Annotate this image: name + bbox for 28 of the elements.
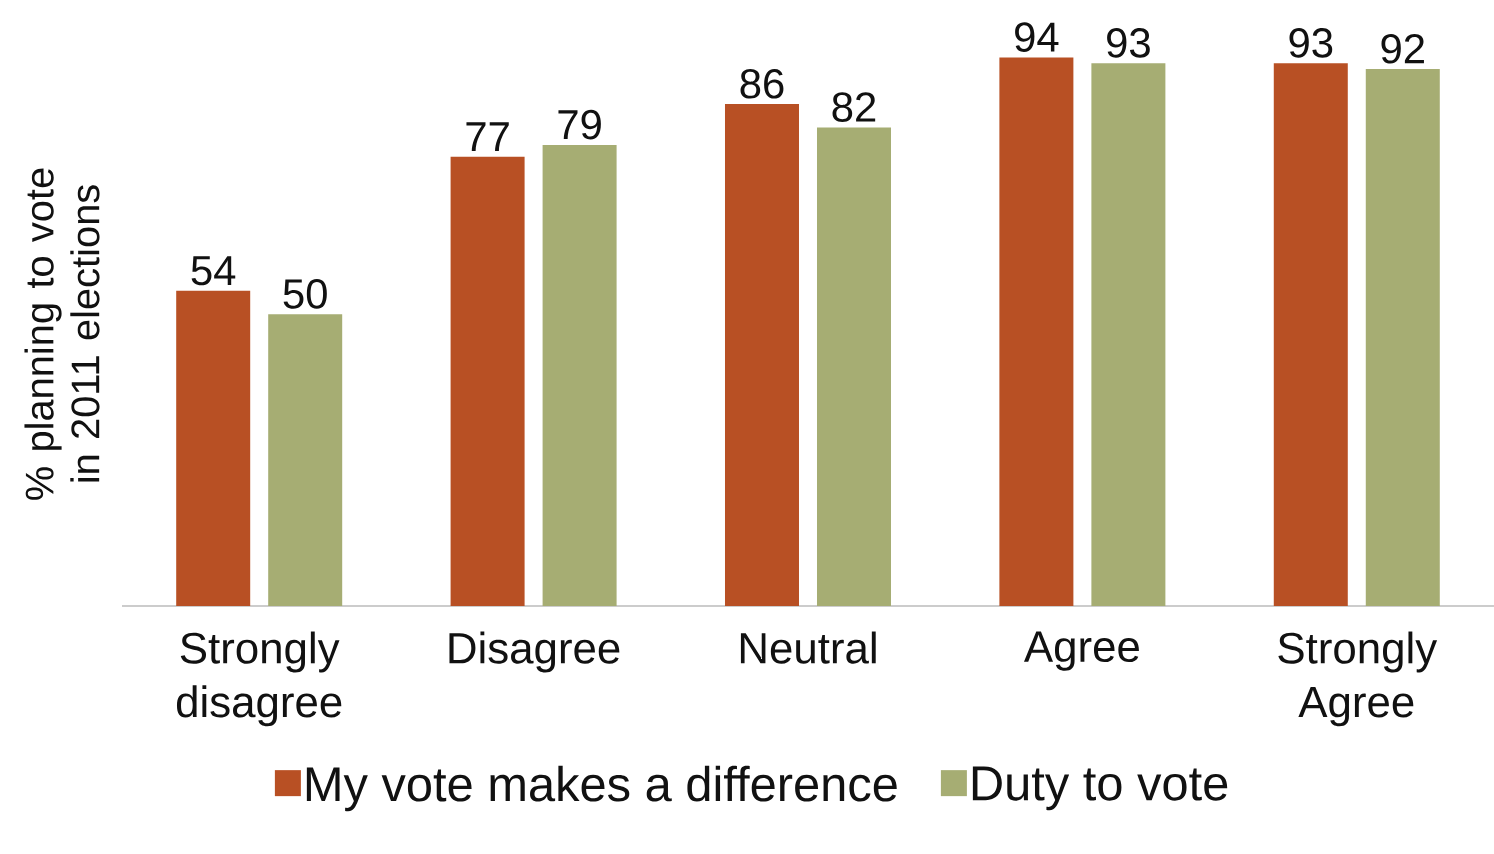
data-label: 77 — [466, 122, 509, 152]
bar — [999, 57, 1074, 606]
x-tick-label: Disagree — [449, 631, 620, 673]
data-label: 94 — [1015, 22, 1059, 52]
bar — [268, 314, 343, 606]
x-tick-label: Strongly Agree — [1278, 631, 1438, 727]
data-label: 86 — [740, 68, 784, 99]
bar — [724, 104, 799, 606]
data-label: 93 — [1289, 28, 1333, 58]
data-label: 79 — [558, 109, 601, 140]
data-label: 82 — [832, 92, 876, 122]
bar — [176, 290, 251, 606]
bar — [542, 144, 617, 606]
x-tick-label: Neutral — [740, 631, 876, 664]
y-axis-title: % planning to vote in 2011 elections — [24, 168, 100, 500]
data-label: 93 — [1107, 28, 1150, 58]
data-label: 50 — [283, 279, 327, 309]
legend-label: My vote makes a difference — [306, 765, 897, 812]
legend-label: Duty to vote — [972, 766, 1228, 811]
bar — [1091, 63, 1166, 606]
bar — [1365, 69, 1440, 606]
x-tick-label: Agree — [1023, 631, 1139, 671]
x-tick-label: Strongly disagree — [176, 631, 342, 727]
bar — [816, 127, 891, 606]
bar — [1273, 63, 1348, 606]
data-label: 54 — [191, 256, 236, 286]
bar — [450, 156, 525, 606]
data-label: 92 — [1381, 33, 1424, 64]
